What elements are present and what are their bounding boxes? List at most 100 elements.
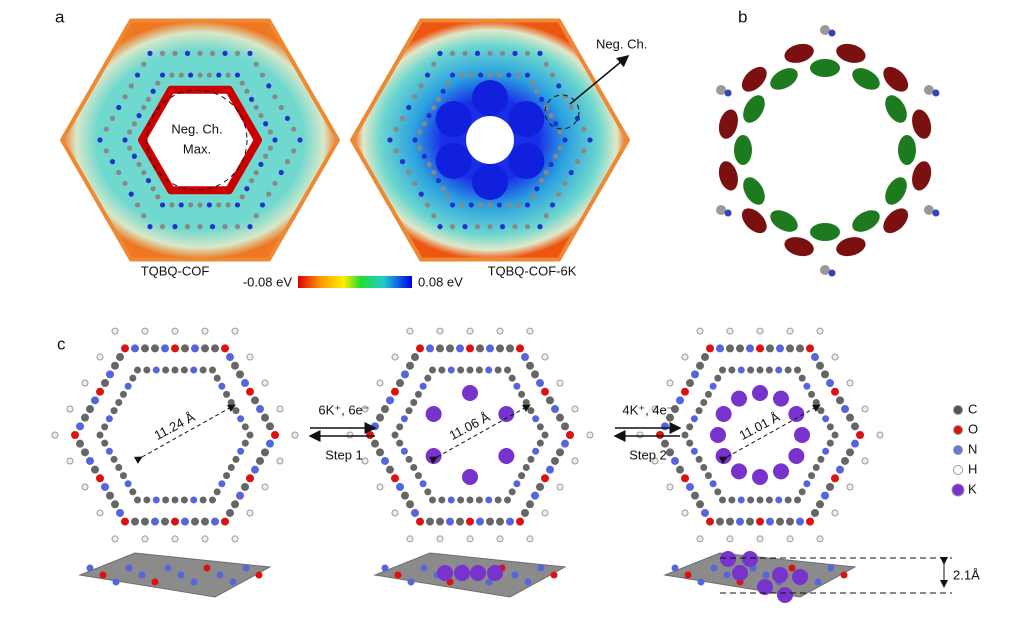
atom — [181, 517, 189, 526]
atom — [106, 491, 114, 500]
atom — [278, 104, 284, 111]
atom — [803, 480, 811, 488]
atom — [420, 564, 428, 572]
atom — [129, 374, 137, 382]
atom — [109, 115, 116, 121]
atom — [438, 496, 446, 504]
caption: TQBQ-COF-6K — [488, 263, 577, 278]
atom — [159, 224, 166, 230]
atom — [681, 509, 689, 517]
atom — [406, 361, 414, 370]
atom — [393, 148, 399, 154]
atom — [851, 439, 859, 448]
atom — [111, 535, 119, 543]
atom — [256, 405, 264, 414]
atom — [436, 327, 444, 335]
atom — [696, 535, 704, 543]
atom — [524, 578, 532, 586]
atom — [239, 80, 245, 86]
atom — [263, 121, 269, 127]
atom — [206, 72, 212, 78]
atom — [261, 413, 269, 422]
k-atom — [462, 469, 478, 485]
atom — [496, 72, 502, 78]
atom — [263, 153, 269, 159]
atom — [96, 474, 104, 483]
atom — [171, 517, 179, 526]
atom — [466, 366, 474, 374]
atom — [96, 509, 104, 517]
atom — [546, 396, 554, 405]
atom — [419, 382, 427, 390]
atom — [504, 496, 511, 504]
atom — [726, 535, 734, 543]
atom — [197, 50, 203, 56]
atom — [412, 180, 418, 186]
atom — [136, 113, 142, 119]
atom — [177, 571, 185, 579]
atom — [255, 571, 263, 579]
legend-marker — [953, 445, 963, 455]
atom — [831, 387, 839, 396]
k-atom — [757, 579, 773, 595]
atom — [241, 439, 249, 447]
atom — [401, 370, 409, 379]
atom — [419, 480, 427, 488]
atom — [574, 115, 581, 121]
panel-label: a — [55, 7, 65, 26]
atom — [746, 517, 754, 526]
atom — [162, 496, 170, 504]
atom — [666, 483, 674, 491]
atom — [696, 327, 704, 335]
atom — [537, 564, 545, 572]
atom — [406, 104, 412, 111]
atom — [437, 50, 443, 56]
atom — [431, 213, 437, 219]
atom — [684, 571, 692, 579]
atom — [81, 413, 89, 422]
atom — [636, 431, 644, 439]
atom — [106, 370, 114, 379]
atom — [209, 496, 216, 504]
atom — [466, 327, 474, 335]
atom — [429, 366, 436, 374]
atom — [271, 431, 279, 439]
atom — [766, 344, 774, 353]
atom — [508, 374, 516, 382]
atom — [131, 153, 137, 159]
atom — [716, 517, 724, 526]
atom — [817, 455, 825, 463]
atom — [155, 194, 161, 200]
pointer — [569, 55, 630, 105]
orbital-lobe — [885, 95, 907, 123]
atom — [681, 387, 689, 396]
atom — [191, 517, 199, 526]
atom — [376, 448, 384, 457]
atom — [259, 202, 266, 208]
atom — [836, 465, 844, 474]
atom — [553, 153, 559, 159]
atom — [816, 535, 824, 543]
atom — [141, 169, 147, 176]
atom — [686, 482, 694, 491]
atom — [119, 472, 127, 480]
atom — [171, 366, 179, 374]
atom — [213, 374, 221, 382]
atom — [111, 500, 119, 509]
atom — [431, 61, 437, 67]
orbital-lobe — [770, 68, 798, 90]
atom — [105, 447, 113, 455]
atom — [125, 564, 133, 572]
atom — [726, 344, 734, 353]
atom — [747, 496, 755, 504]
atom — [229, 578, 237, 586]
atom — [474, 50, 481, 56]
atom — [424, 72, 431, 78]
atom — [429, 496, 436, 504]
atom — [690, 415, 698, 423]
atom — [381, 456, 389, 465]
annotation: Neg. Ch. — [171, 121, 222, 136]
orbital-lobe — [741, 66, 767, 92]
atom — [115, 463, 123, 471]
atom — [811, 353, 819, 362]
